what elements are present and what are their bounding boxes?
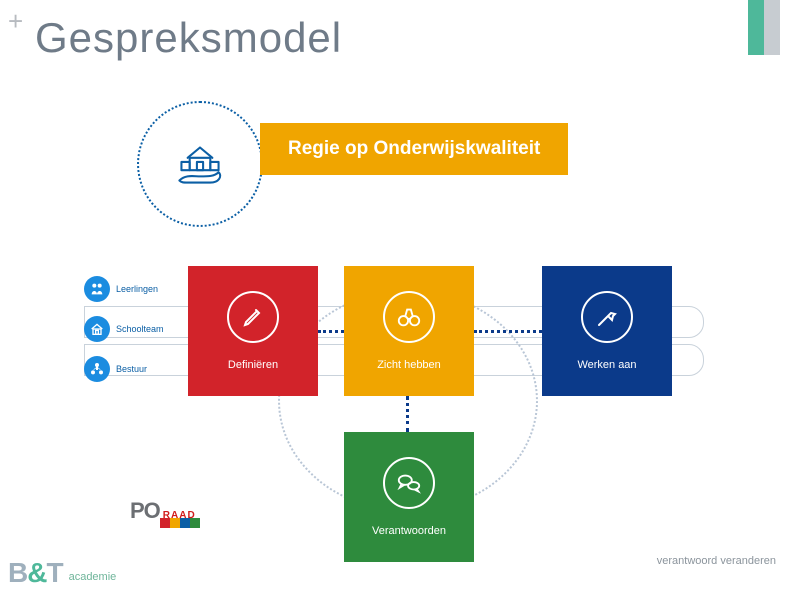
po-raad-logo: PO RAAD (130, 498, 196, 524)
header-banner: Regie op Onderwijskwaliteit (260, 123, 568, 175)
accent-bar-green (748, 0, 764, 55)
po-squares (160, 518, 200, 528)
level-schoolteam: Schoolteam (84, 316, 164, 342)
pencil-icon (227, 291, 279, 343)
bt-subtext: academie (69, 571, 117, 583)
level-label: Leerlingen (116, 284, 158, 294)
accent-bar-grey (764, 0, 780, 55)
school-icon (84, 316, 110, 342)
bt-mark: B&T (8, 557, 63, 589)
tagline: verantwoord veranderen (657, 555, 776, 567)
speech-bubbles-icon (383, 457, 435, 509)
binoculars-icon (383, 291, 435, 343)
block-label: Zicht hebben (377, 359, 441, 371)
level-label: Bestuur (116, 364, 147, 374)
accent-bars (748, 0, 780, 55)
level-leerlingen: Leerlingen (84, 276, 158, 302)
bt-amp: & (27, 557, 46, 588)
header-dotted-circle (137, 101, 263, 227)
po-sq-2 (180, 518, 190, 528)
po-sq-0 (160, 518, 170, 528)
block-definieren: Definiëren (188, 266, 318, 396)
block-werken-aan: Werken aan (542, 266, 672, 396)
school-hand-icon (167, 131, 233, 197)
block-label: Definiëren (228, 359, 278, 371)
block-verantwoorden: Verantwoorden (344, 432, 474, 562)
people-icon (84, 276, 110, 302)
bt-logo: B&T academie (8, 557, 116, 589)
slide-title: Gespreksmodel (35, 14, 342, 62)
bt-b: B (8, 557, 27, 588)
connector-yellow-blue (474, 330, 542, 333)
level-bestuur: Bestuur (84, 356, 147, 382)
hammer-icon (581, 291, 633, 343)
po-sq-1 (170, 518, 180, 528)
decorative-plus: + (8, 6, 23, 37)
org-icon (84, 356, 110, 382)
po-text: PO (130, 498, 160, 524)
connector-yellow-green (406, 396, 409, 432)
bt-t: T (46, 557, 62, 588)
level-label: Schoolteam (116, 324, 164, 334)
po-sq-3 (190, 518, 200, 528)
block-label: Verantwoorden (372, 525, 446, 537)
block-zicht-hebben: Zicht hebben (344, 266, 474, 396)
connector-red-yellow (318, 330, 344, 333)
block-label: Werken aan (577, 359, 636, 371)
